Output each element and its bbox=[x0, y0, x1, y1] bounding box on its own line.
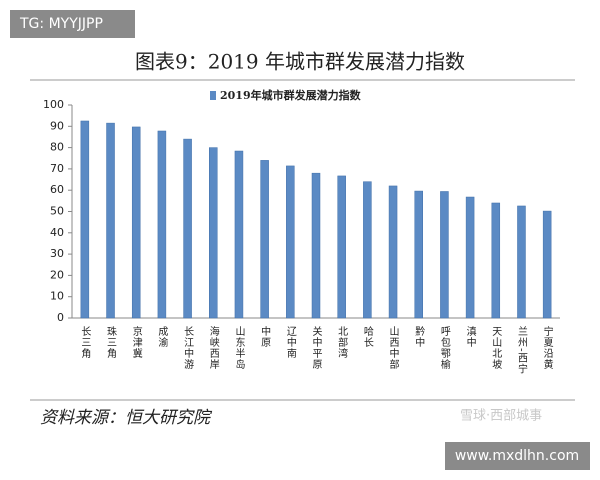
watermark: 雪球·西部城事 bbox=[460, 409, 542, 424]
watermark-box bbox=[10, 10, 135, 38]
x-tick-label: 黔中 bbox=[413, 325, 425, 348]
watermark-box bbox=[445, 442, 590, 470]
x-tick-label: 海峡西岸 bbox=[207, 325, 219, 370]
x-tick-label: 呼包鄂榆 bbox=[438, 326, 450, 370]
x-tick-label: 山西中部 bbox=[387, 326, 399, 370]
bar bbox=[209, 147, 218, 319]
x-tick-label: 宁夏沿黄 bbox=[541, 325, 553, 370]
x-tick-label: 长江中游 bbox=[182, 326, 194, 370]
bar bbox=[260, 160, 269, 319]
bar bbox=[286, 165, 295, 319]
bar bbox=[337, 175, 346, 319]
bar bbox=[234, 150, 244, 319]
source: 资料来源：恒大研究院 bbox=[40, 408, 213, 428]
chart-title: 图表9：2019 年城市群发展潜力指数 bbox=[135, 50, 465, 74]
y-tick-label: 80 bbox=[50, 141, 64, 154]
x-tick-label: 辽中南 bbox=[284, 326, 296, 359]
bar bbox=[131, 126, 141, 319]
bar bbox=[440, 191, 449, 319]
legend-label: 2019年城市群发展潜力指数 bbox=[220, 88, 362, 102]
y-tick-label: 10 bbox=[50, 290, 64, 303]
x-tick-label: 天山北坡 bbox=[490, 326, 502, 370]
x-tick-label: 山东半岛 bbox=[233, 326, 245, 370]
x-tick-label: 京津冀 bbox=[130, 325, 142, 359]
y-tick-label: 0 bbox=[57, 311, 64, 324]
y-tick-label: 40 bbox=[50, 226, 64, 239]
y-tick-label: 70 bbox=[50, 162, 64, 175]
bar bbox=[491, 202, 501, 319]
x-tick-label: 北部湾 bbox=[336, 326, 348, 359]
bar bbox=[183, 138, 192, 319]
y-tick-label: 20 bbox=[50, 268, 64, 281]
x-tick-label: 兰州-西宁 bbox=[515, 325, 527, 375]
x-tick-label: 滇中 bbox=[464, 325, 476, 348]
x-tick-label: 珠三角 bbox=[105, 325, 117, 359]
x-tick-label: 长三角 bbox=[79, 326, 91, 359]
bar bbox=[517, 205, 526, 319]
x-tick-label: 关中平原 bbox=[310, 325, 322, 370]
bar bbox=[80, 120, 90, 319]
y-tick-label: 60 bbox=[50, 183, 64, 196]
bar bbox=[465, 196, 475, 319]
watermark: TG: MYYJJPP bbox=[19, 16, 103, 32]
bar bbox=[311, 172, 321, 319]
x-tick-label: 成渝 bbox=[156, 326, 168, 348]
legend-swatch bbox=[210, 91, 216, 100]
y-tick-label: 100 bbox=[43, 98, 64, 111]
x-tick-label: 哈长 bbox=[361, 325, 373, 348]
bar bbox=[388, 185, 398, 319]
bar bbox=[106, 122, 115, 319]
bar bbox=[363, 181, 372, 319]
bar bbox=[414, 190, 423, 319]
y-tick-label: 90 bbox=[50, 119, 64, 132]
bar bbox=[542, 210, 552, 319]
watermark: www.mxdlhn.com bbox=[455, 448, 579, 464]
bar bbox=[157, 130, 167, 319]
x-tick-label: 中原 bbox=[259, 325, 271, 348]
y-tick-label: 50 bbox=[50, 205, 64, 218]
y-tick-label: 30 bbox=[50, 247, 64, 260]
